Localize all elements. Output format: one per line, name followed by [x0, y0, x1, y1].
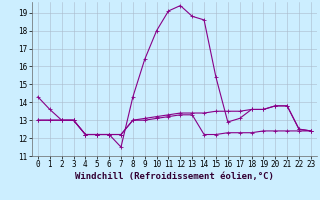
X-axis label: Windchill (Refroidissement éolien,°C): Windchill (Refroidissement éolien,°C)	[75, 172, 274, 181]
